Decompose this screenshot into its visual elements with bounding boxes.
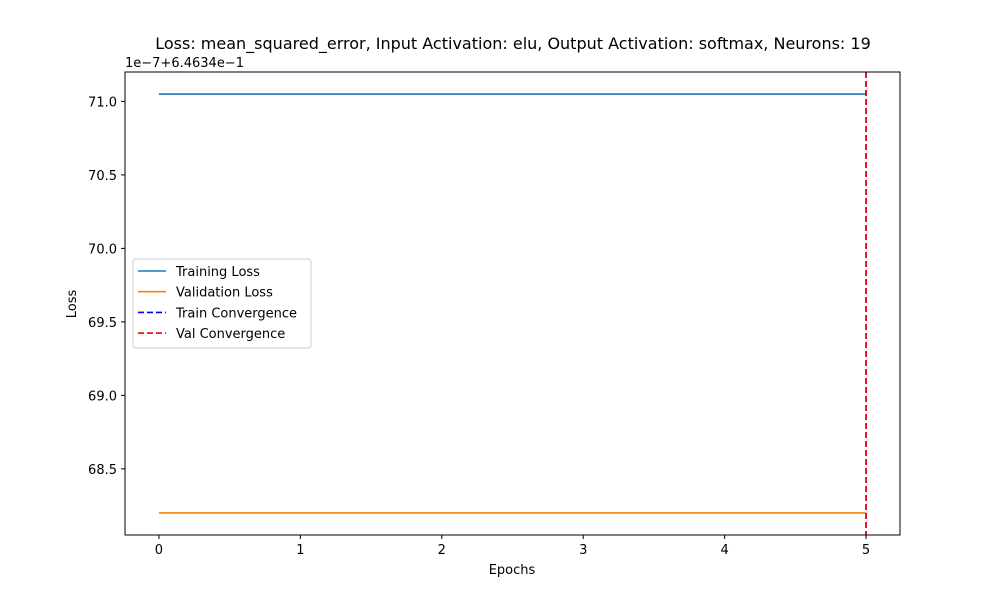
- legend-label-training-loss: Training Loss: [175, 265, 260, 280]
- legend-label-validation-loss: Validation Loss: [176, 286, 273, 301]
- x-tick-label: 3: [579, 543, 587, 558]
- legend: Training Loss Validation Loss Train Conver…: [132, 258, 312, 349]
- y-tick-label: 69.5: [88, 316, 117, 331]
- y-tick-label: 71.0: [88, 95, 117, 110]
- legend-label-val-convergence: Val Convergence: [176, 327, 285, 342]
- legend-box: [132, 258, 312, 349]
- y-tick-label: 69.0: [88, 389, 117, 404]
- x-tick-label: 0: [155, 543, 163, 558]
- x-tick-label: 1: [296, 543, 304, 558]
- x-tick-label: 5: [862, 543, 870, 558]
- x-axis-label: Epochs: [489, 563, 536, 578]
- plot-area: 0 1 2 3 4 5 68.5 69.0 69.5 70.0 70.5 71.0: [88, 71, 901, 558]
- legend-label-train-convergence: Train Convergence: [175, 306, 297, 321]
- y-tick-label: 70.0: [88, 242, 117, 257]
- y-axis-offset-label: 1e−7+6.4634e−1: [125, 56, 244, 71]
- y-tick-label: 70.5: [88, 169, 117, 184]
- chart-title: Loss: mean_squared_error, Input Activati…: [155, 34, 871, 54]
- axes-frame: [124, 71, 901, 536]
- x-tick-label: 4: [720, 543, 728, 558]
- y-axis-label: Loss: [65, 290, 80, 319]
- x-tick-label: 2: [438, 543, 446, 558]
- y-tick-label: 68.5: [88, 463, 117, 478]
